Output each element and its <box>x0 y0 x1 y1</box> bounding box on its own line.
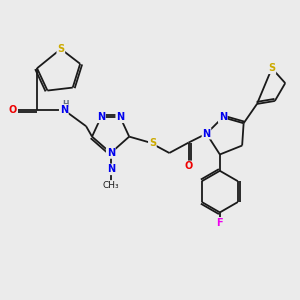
Text: N: N <box>202 129 211 139</box>
Text: N: N <box>219 112 227 122</box>
Text: CH₃: CH₃ <box>103 181 119 190</box>
Text: O: O <box>184 161 193 171</box>
Text: N: N <box>116 112 124 122</box>
Text: N: N <box>107 164 115 174</box>
Text: N: N <box>97 112 105 122</box>
Text: S: S <box>149 138 156 148</box>
Text: S: S <box>57 44 64 54</box>
Text: H: H <box>62 100 68 109</box>
Text: S: S <box>268 63 275 73</box>
Text: F: F <box>217 218 223 228</box>
Text: O: O <box>9 105 17 115</box>
Text: N: N <box>60 105 68 115</box>
Text: N: N <box>107 148 115 158</box>
